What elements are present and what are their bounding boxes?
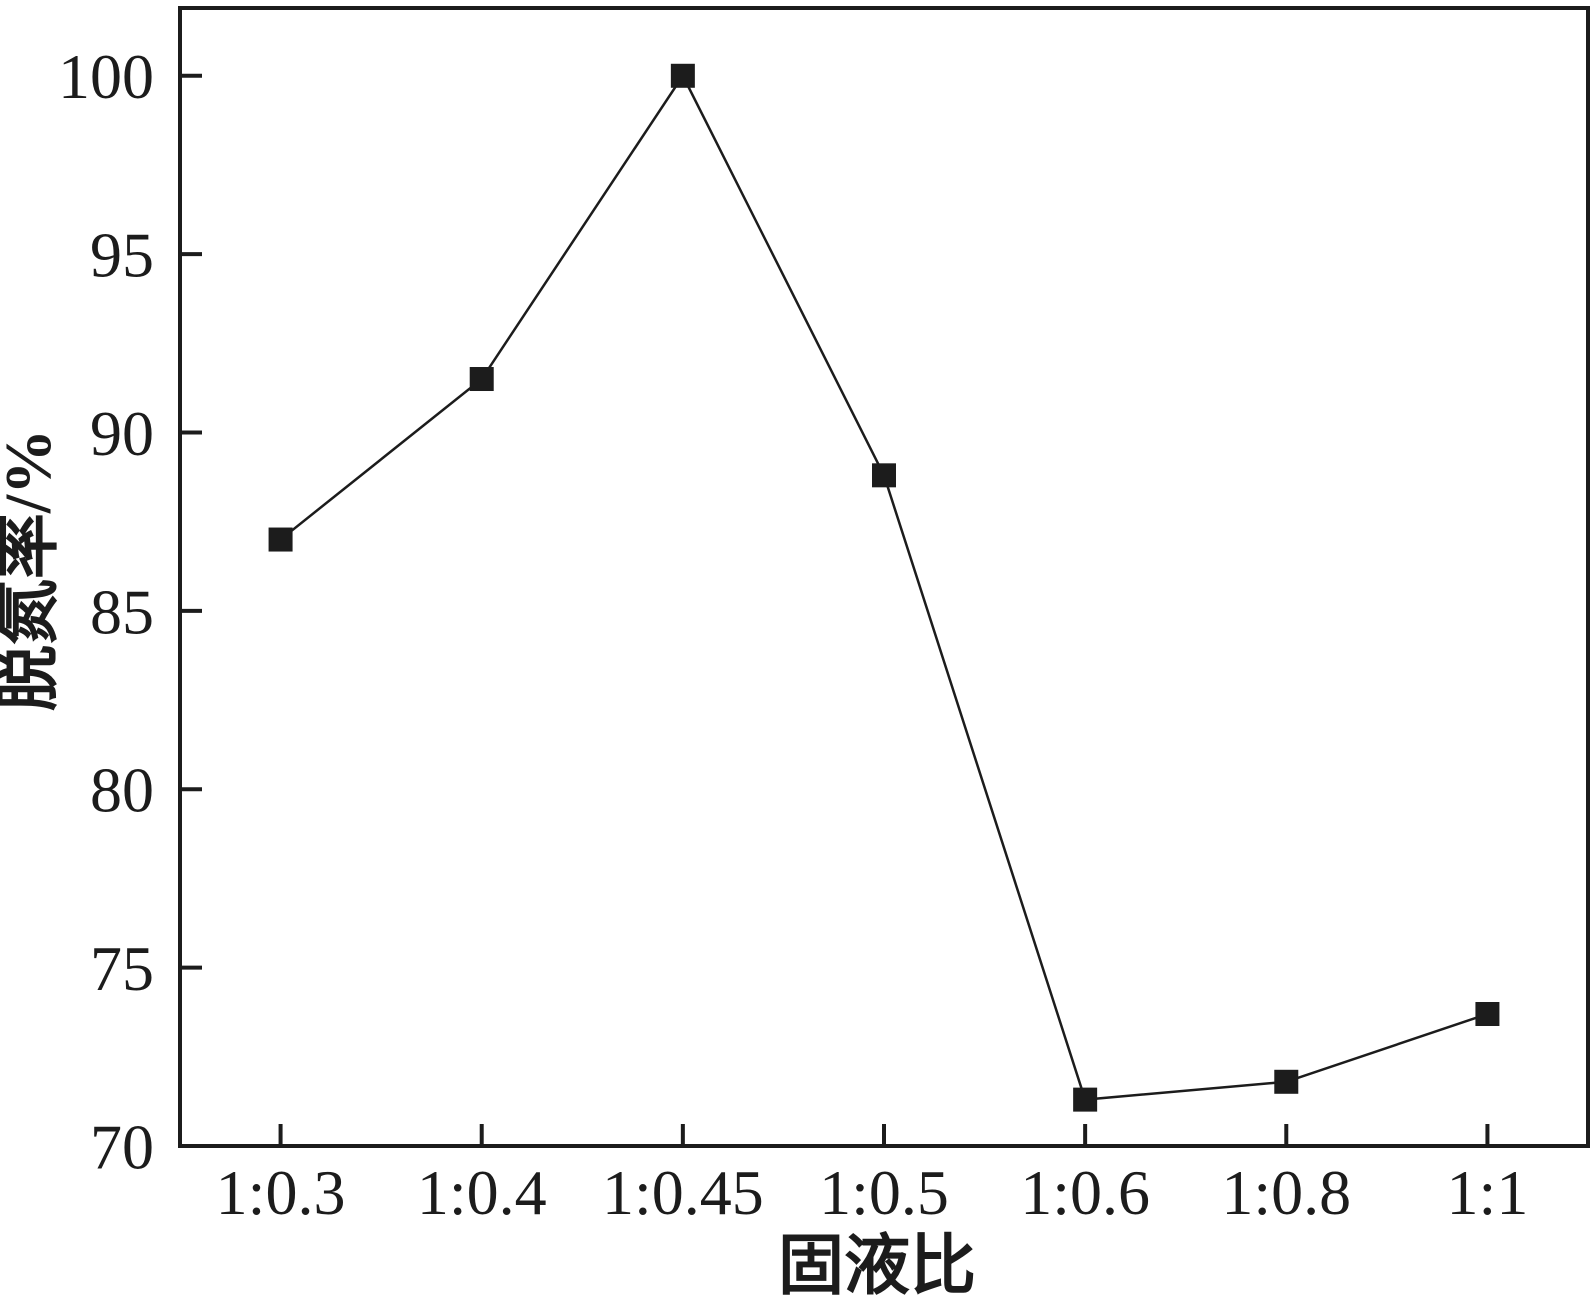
x-tick-label: 1:0.4 bbox=[417, 1157, 547, 1228]
data-point-marker bbox=[1475, 1002, 1500, 1027]
y-tick-label: 85 bbox=[90, 576, 154, 647]
data-point-marker bbox=[1073, 1087, 1098, 1112]
y-tick-label: 95 bbox=[90, 220, 154, 291]
y-tick-label: 75 bbox=[90, 933, 154, 1004]
y-tick-label: 100 bbox=[58, 41, 154, 112]
data-point-marker bbox=[670, 63, 695, 88]
chart-plot-area: 70 75 80 85 90 95 100 1:0.3 1:0.4 1:0.45 1:0.5 1:0.… bbox=[58, 6, 1590, 1228]
y-tick-label: 70 bbox=[90, 1111, 154, 1182]
y-axis-title: 脱氮率/% bbox=[0, 429, 65, 711]
x-tick-label: 1:0.3 bbox=[216, 1157, 346, 1228]
plot-border bbox=[178, 6, 1590, 1148]
data-point-marker bbox=[872, 463, 896, 488]
data-point-marker bbox=[469, 367, 494, 392]
x-tick-label: 1:0.5 bbox=[819, 1157, 949, 1228]
data-point-marker bbox=[268, 527, 293, 552]
y-tick-label: 80 bbox=[90, 755, 154, 826]
x-tick-label: 1:0.45 bbox=[602, 1157, 764, 1228]
x-axis-title: 固液比 bbox=[778, 1230, 976, 1296]
x-tick-label: 1:1 bbox=[1447, 1157, 1529, 1228]
data-line bbox=[279, 73, 1488, 1101]
data-point-marker bbox=[1274, 1069, 1299, 1094]
x-tick-label: 1:0.8 bbox=[1221, 1157, 1351, 1228]
x-tick-label: 1:0.6 bbox=[1020, 1157, 1150, 1228]
y-tick-label: 90 bbox=[90, 398, 154, 469]
